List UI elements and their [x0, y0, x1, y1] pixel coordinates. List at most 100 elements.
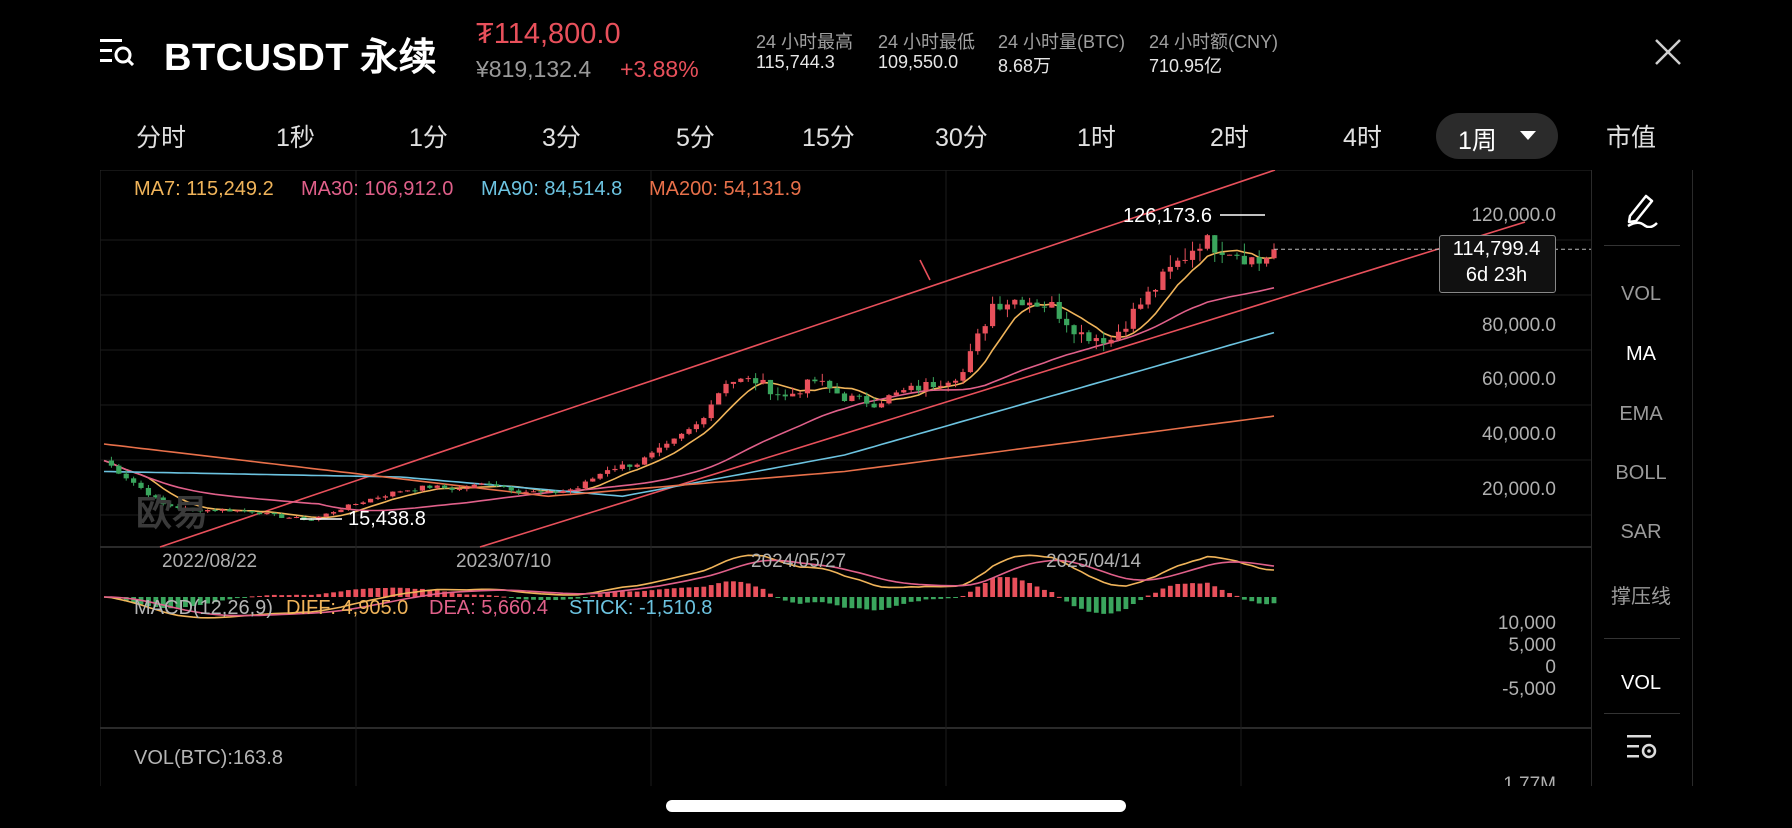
candle-body: [671, 438, 677, 444]
macd-bar: [279, 595, 285, 597]
tab-2h[interactable]: 2时: [1210, 124, 1249, 152]
macd-bar: [183, 597, 188, 608]
candle-body: [1160, 271, 1166, 290]
macd-bar: [938, 597, 944, 599]
macd-bar: [116, 597, 122, 600]
tab-1m[interactable]: 1分: [409, 124, 448, 152]
macd-bar: [597, 594, 603, 597]
tool-ema[interactable]: EMA: [1619, 403, 1663, 425]
indicator-settings-icon[interactable]: [1626, 733, 1658, 761]
macd-bar: [160, 597, 166, 609]
macd-bar: [760, 588, 766, 597]
candle-body: [256, 512, 263, 515]
candle-body: [1197, 248, 1203, 251]
tab-1w-dropdown[interactable]: 1周: [1436, 113, 1558, 159]
macd-tick: -5,000: [1502, 679, 1556, 700]
candle-body: [264, 512, 270, 515]
macd-bar: [516, 597, 522, 599]
tab-1h[interactable]: 1时: [1077, 124, 1116, 152]
tab-market-cap[interactable]: 市值: [1606, 124, 1657, 152]
macd-bar: [560, 597, 566, 600]
macd-bar: [257, 595, 262, 597]
date-tick: 2022/08/22: [162, 551, 258, 572]
macd-bar: [849, 597, 855, 609]
macd-bar: [1264, 597, 1269, 605]
tab-5m[interactable]: 5分: [676, 124, 715, 152]
tool-ma[interactable]: MA: [1626, 343, 1656, 365]
macd-bar: [553, 597, 559, 601]
macd-bar: [1145, 595, 1151, 597]
macd-bar: [308, 594, 314, 597]
price-tick: 60,000.0: [1482, 369, 1556, 390]
candle-body: [242, 510, 248, 512]
macd-bar: [249, 596, 255, 598]
macd-bar: [686, 587, 692, 597]
macd-bar: [1182, 583, 1188, 597]
macd-bar: [879, 597, 884, 610]
candle-body: [1078, 332, 1085, 335]
candle-body: [767, 379, 774, 395]
candle-body: [153, 495, 159, 498]
candle-body: [952, 380, 959, 383]
macd-bar: [575, 597, 581, 599]
macd-dea-line: [103, 559, 1275, 617]
candle-body: [456, 488, 463, 490]
tool-vol-sub[interactable]: VOL: [1620, 672, 1662, 694]
macd-bar: [123, 597, 129, 602]
macd-bar: [945, 597, 951, 599]
candle-body: [864, 396, 870, 404]
candle-body: [234, 510, 240, 512]
candle-body: [449, 488, 455, 490]
tool-vol[interactable]: VOL: [1620, 283, 1662, 305]
close-icon[interactable]: [1652, 36, 1684, 68]
tool-sar[interactable]: SAR: [1620, 521, 1662, 543]
macd-bar: [916, 597, 921, 602]
candle-body: [145, 487, 152, 496]
macd-bar: [1116, 597, 1121, 612]
tab-1s[interactable]: 1秒: [276, 124, 315, 152]
ma200-legend: MA200: 54,131.9: [649, 178, 802, 200]
search-list-icon[interactable]: [100, 36, 134, 66]
macd-bar: [168, 597, 174, 609]
candle-body: [323, 513, 329, 517]
tool-support-resistance[interactable]: 撑压线: [1611, 586, 1671, 608]
candle-body: [434, 485, 440, 488]
candle-body: [1027, 302, 1033, 306]
candle-body: [775, 394, 781, 396]
macd-bar: [205, 597, 211, 604]
candle-body: [701, 418, 707, 425]
macd-bar: [501, 596, 507, 598]
macd-bar: [457, 593, 462, 597]
candle-body: [412, 490, 418, 492]
macd-bar: [1123, 597, 1129, 610]
candle-body: [604, 470, 611, 474]
candle-body: [753, 378, 759, 384]
candle-body: [901, 390, 907, 393]
stat-low-label: 24 小时最低: [878, 32, 976, 52]
macd-bar: [893, 597, 899, 606]
tab-30m[interactable]: 30分: [935, 124, 988, 152]
pen-icon[interactable]: [1624, 190, 1660, 228]
candle-body: [1012, 299, 1018, 305]
macd-bar: [886, 597, 892, 608]
candle-body: [471, 484, 477, 489]
candle-body: [915, 385, 922, 391]
tab-4h[interactable]: 4时: [1343, 124, 1382, 152]
kline-chart[interactable]: [100, 170, 1591, 786]
tool-boll[interactable]: BOLL: [1615, 462, 1667, 484]
tab-timeline[interactable]: 分时: [136, 124, 187, 152]
macd-bar: [745, 583, 751, 597]
macd-bar: [368, 588, 373, 597]
candle-body: [1234, 254, 1240, 256]
candle-body: [316, 516, 322, 520]
macd-bar: [523, 597, 529, 600]
macd-bar: [997, 577, 1003, 597]
candle-body: [1138, 304, 1144, 309]
macd-bar: [360, 588, 366, 597]
candle-body: [597, 473, 603, 479]
candle-body: [279, 514, 285, 518]
indicator-toolbar: [1591, 170, 1693, 786]
tab-3m[interactable]: 3分: [542, 124, 581, 152]
tab-15m[interactable]: 15分: [802, 124, 855, 152]
macd-bar: [1019, 580, 1025, 597]
